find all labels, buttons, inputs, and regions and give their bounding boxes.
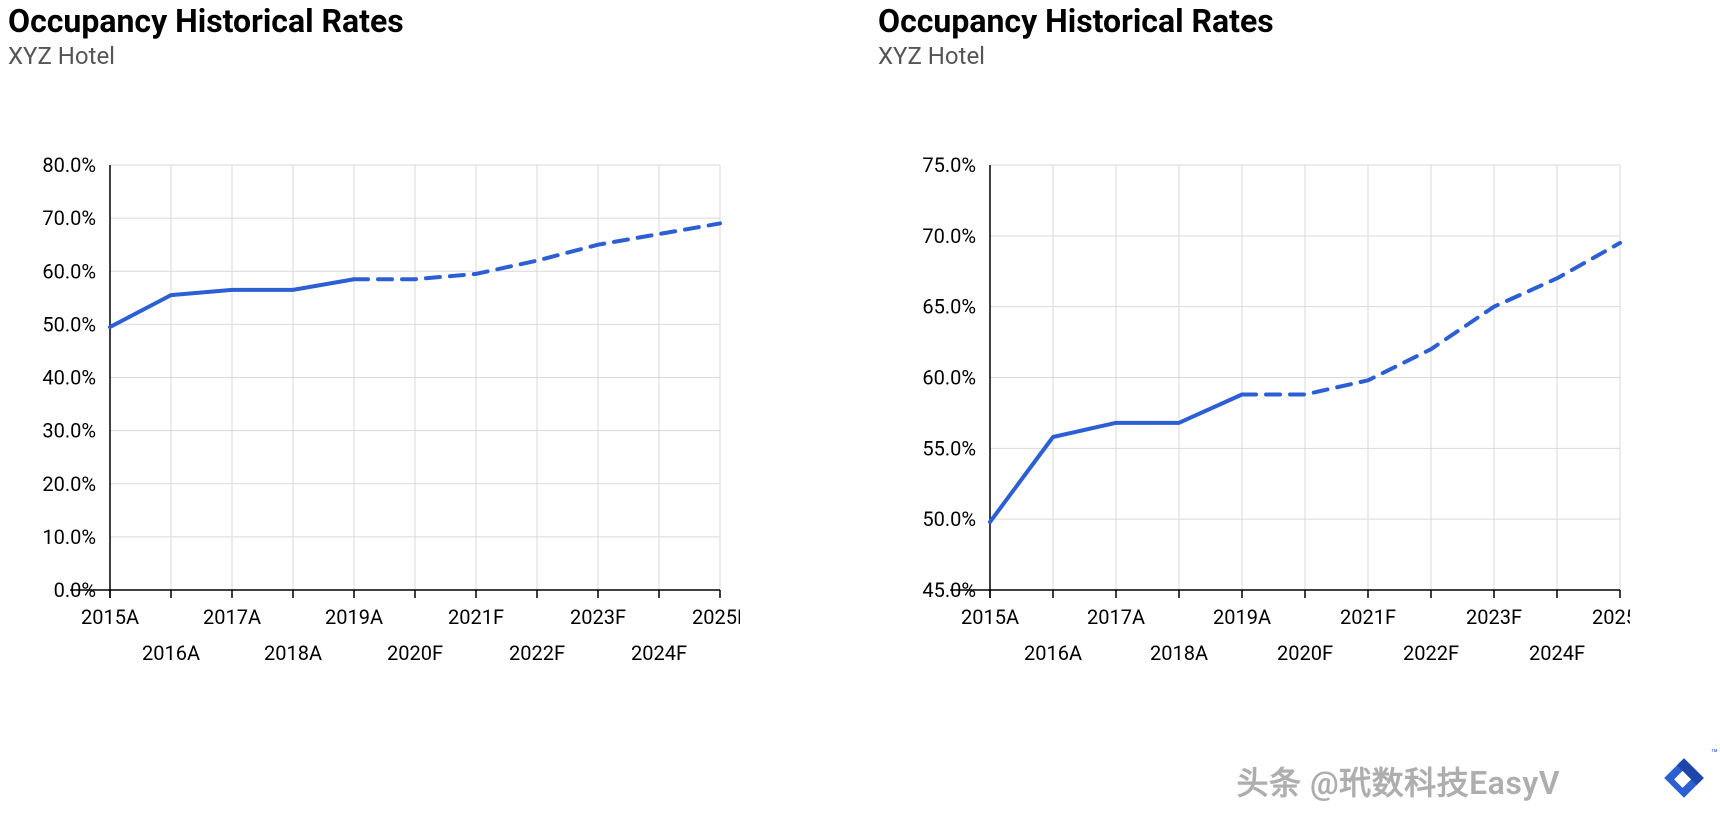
x-tick-label: 2022F [509,641,565,665]
y-tick-label: 30.0% [42,419,96,443]
x-tick-label: 2018A [264,641,322,665]
x-tick-label: 2019A [1213,605,1271,629]
watermark-text: 头条 @玳数科技EasyV [1236,758,1560,804]
x-tick-label: 2019A [325,605,383,629]
x-tick-label: 2021F [448,605,504,629]
y-tick-label: 50.0% [42,312,96,336]
x-tick-label: 2023F [1466,605,1522,629]
y-tick-label: 75.0% [922,153,976,177]
x-tick-label: 2017A [1087,605,1145,629]
x-tick-label: 2020F [1277,641,1333,665]
y-tick-label: 60.0% [922,366,976,390]
brand-logo-icon: ™ [1654,748,1714,812]
x-tick-label: 2020F [387,641,443,665]
x-tick-label: 2015A [81,605,139,629]
y-tick-label: 80.0% [42,153,96,177]
x-tick-label: 2016A [142,641,200,665]
x-tick-label: 2017A [203,605,261,629]
y-tick-label: 40.0% [42,366,96,390]
y-tick-label: 10.0% [42,525,96,549]
x-tick-label: 2025F [1592,605,1630,629]
y-tick-label: 70.0% [922,224,976,248]
y-tick-label: 70.0% [42,206,96,230]
y-tick-label: 65.0% [922,295,976,319]
y-tick-label: 60.0% [42,259,96,283]
x-tick-label: 2023F [570,605,626,629]
x-tick-label: 2024F [1529,641,1585,665]
x-tick-label: 2015A [961,605,1019,629]
x-tick-label: 2016A [1024,641,1082,665]
chart-svg: 0.0%10.0%20.0%30.0%40.0%50.0%60.0%70.0%8… [0,0,740,740]
left-chart: Occupancy Historical RatesXYZ Hotel0.0%1… [0,0,740,740]
y-tick-label: 50.0% [922,507,976,531]
right-chart: Occupancy Historical RatesXYZ Hotel45.0%… [870,0,1630,740]
y-tick-label: 55.0% [922,436,976,460]
x-tick-label: 2025F [692,605,740,629]
x-tick-label: 2021F [1340,605,1396,629]
x-tick-label: 2024F [631,641,687,665]
x-tick-label: 2018A [1150,641,1208,665]
chart-svg: 45.0%50.0%55.0%60.0%65.0%70.0%75.0%2015A… [870,0,1630,740]
x-tick-label: 2022F [1403,641,1459,665]
y-tick-label: 20.0% [42,472,96,496]
